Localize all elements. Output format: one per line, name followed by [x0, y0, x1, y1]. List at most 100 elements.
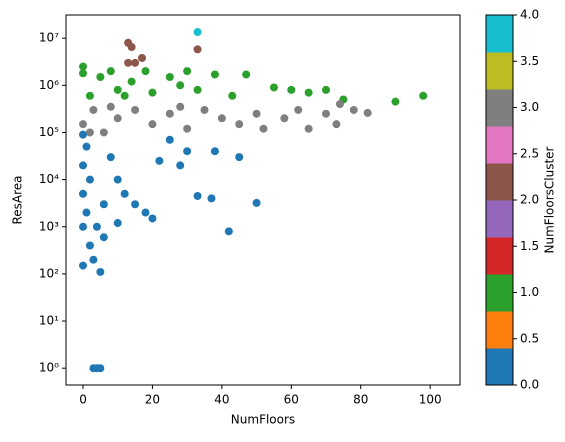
point — [242, 70, 251, 79]
point — [183, 67, 192, 76]
point — [304, 88, 313, 97]
point — [176, 161, 185, 170]
point — [322, 109, 331, 118]
point — [85, 241, 94, 250]
point — [165, 73, 174, 82]
point — [165, 135, 174, 144]
colorbar-tick-label: 3.5 — [520, 54, 539, 68]
x-tick-label: 80 — [353, 393, 368, 407]
point — [207, 194, 216, 203]
y-tick-label: 10¹ — [39, 314, 59, 328]
y-tick-label: 10³ — [39, 219, 59, 233]
point — [89, 255, 98, 264]
colorbar-band — [486, 89, 513, 127]
point — [322, 85, 331, 94]
point — [79, 161, 88, 170]
point — [235, 153, 244, 162]
colorbar-band — [486, 15, 513, 53]
x-tick-label: 0 — [79, 393, 87, 407]
point — [332, 120, 341, 129]
colorbar-tick-label: 0.0 — [520, 378, 539, 392]
point — [127, 42, 136, 51]
point — [82, 208, 91, 217]
colorbar-tick-label: 1.0 — [520, 285, 539, 299]
point — [79, 261, 88, 270]
point — [106, 153, 115, 162]
point — [349, 105, 358, 114]
colorbar-tick-label: 4.0 — [520, 8, 539, 22]
point — [79, 130, 88, 139]
y-tick-label: 10⁵ — [39, 125, 59, 139]
point — [79, 222, 88, 231]
x-tick-label: 40 — [214, 393, 229, 407]
colorbar-band — [486, 237, 513, 275]
point — [127, 77, 136, 86]
colorbar-band — [486, 200, 513, 238]
point — [85, 175, 94, 184]
point — [294, 105, 303, 114]
point — [183, 147, 192, 156]
x-tick-label: 100 — [419, 393, 442, 407]
plot-frame — [65, 14, 461, 386]
point — [224, 227, 233, 236]
point — [113, 175, 122, 184]
point — [335, 100, 344, 109]
point — [79, 189, 88, 198]
point — [259, 124, 268, 133]
point — [200, 105, 209, 114]
colorbar-tick-label: 1.5 — [520, 239, 539, 253]
point — [99, 200, 108, 209]
point — [176, 102, 185, 111]
point — [79, 69, 88, 78]
y-tick-label: 10⁶ — [39, 78, 59, 92]
point — [96, 267, 105, 276]
point — [120, 189, 129, 198]
point — [89, 105, 98, 114]
point — [155, 156, 164, 165]
point — [176, 81, 185, 90]
point — [193, 45, 202, 54]
point — [391, 97, 400, 106]
point — [165, 109, 174, 118]
point — [252, 198, 261, 207]
point — [148, 88, 157, 97]
point — [269, 83, 278, 92]
point — [131, 58, 140, 67]
point — [210, 147, 219, 156]
point — [120, 91, 129, 100]
point — [113, 219, 122, 228]
colorbar-tick-label: 2.5 — [520, 146, 539, 160]
colorbar-band — [486, 126, 513, 164]
y-tick-label: 10⁴ — [39, 172, 59, 186]
point — [217, 114, 226, 123]
y-tick-label: 10² — [39, 266, 59, 280]
point — [193, 28, 202, 37]
point — [85, 91, 94, 100]
point — [131, 200, 140, 209]
point — [193, 85, 202, 94]
point — [124, 58, 133, 67]
x-axis-label: NumFloors — [231, 413, 295, 427]
point — [228, 91, 237, 100]
colorbar-tick-label: 2.0 — [520, 193, 539, 207]
point — [280, 114, 289, 123]
point — [99, 233, 108, 242]
colorbar-label: NumFloorsCluster — [543, 146, 557, 253]
point — [148, 120, 157, 129]
point — [79, 120, 88, 129]
point — [106, 102, 115, 111]
colorbar-tick-label: 0.5 — [520, 331, 539, 345]
colorbar-band — [486, 163, 513, 201]
colorbar-band — [486, 274, 513, 312]
point — [193, 191, 202, 200]
point — [235, 120, 244, 129]
point — [79, 62, 88, 71]
point — [85, 128, 94, 137]
point — [419, 91, 428, 100]
point — [99, 128, 108, 137]
y-tick-label: 10⁷ — [39, 31, 59, 45]
y-tick-label: 10⁰ — [39, 361, 59, 375]
point — [210, 70, 219, 79]
